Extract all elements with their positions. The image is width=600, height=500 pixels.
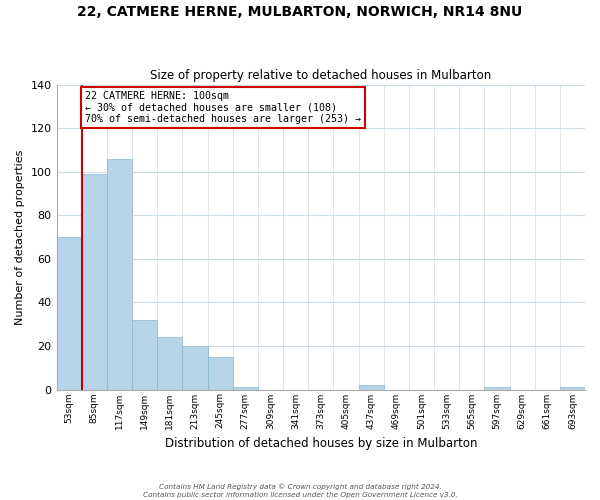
Bar <box>208 357 233 390</box>
Bar <box>182 346 208 390</box>
Bar <box>132 320 157 390</box>
Bar <box>484 388 509 390</box>
X-axis label: Distribution of detached houses by size in Mulbarton: Distribution of detached houses by size … <box>164 437 477 450</box>
Bar <box>233 388 258 390</box>
Text: 22 CATMERE HERNE: 100sqm
← 30% of detached houses are smaller (108)
70% of semi-: 22 CATMERE HERNE: 100sqm ← 30% of detach… <box>85 91 361 124</box>
Title: Size of property relative to detached houses in Mulbarton: Size of property relative to detached ho… <box>150 69 491 82</box>
Y-axis label: Number of detached properties: Number of detached properties <box>15 150 25 324</box>
Text: 22, CATMERE HERNE, MULBARTON, NORWICH, NR14 8NU: 22, CATMERE HERNE, MULBARTON, NORWICH, N… <box>77 5 523 19</box>
Bar <box>560 388 585 390</box>
Bar <box>359 385 383 390</box>
Bar <box>107 158 132 390</box>
Bar <box>56 237 82 390</box>
Bar <box>157 337 182 390</box>
Bar <box>82 174 107 390</box>
Text: Contains HM Land Registry data © Crown copyright and database right 2024.
Contai: Contains HM Land Registry data © Crown c… <box>143 484 457 498</box>
